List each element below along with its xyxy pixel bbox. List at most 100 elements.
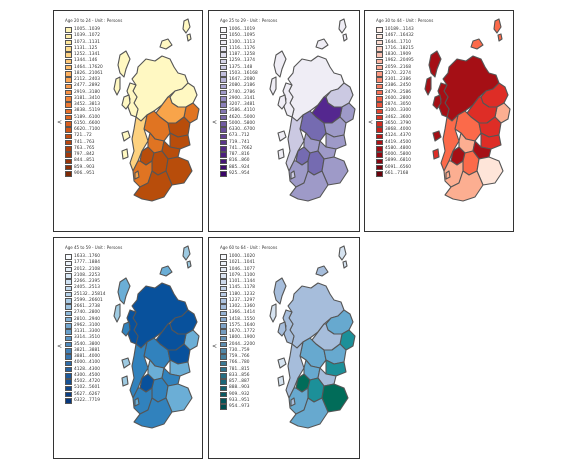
legend-label: 673...712 — [229, 133, 250, 139]
region-uist — [269, 76, 277, 96]
legend-item: 6330...6700 — [220, 127, 258, 133]
legend-item: 1800...1900 — [220, 335, 255, 342]
region-lewis — [117, 50, 131, 78]
legend-item: 2059...2168 — [376, 64, 414, 71]
legend-label: 719...741 — [229, 139, 250, 145]
legend-item: 1716...18215 — [376, 46, 414, 52]
legend-item: 3314...3510 — [65, 335, 105, 342]
legend-swatch — [220, 379, 227, 385]
legend-swatch — [220, 373, 227, 379]
legend-item: 1777...1884 — [65, 260, 105, 267]
legend-label: 906...951 — [74, 170, 95, 176]
legend-item: 1000...1020 — [220, 254, 255, 260]
legend-label: 1021...1041 — [229, 260, 255, 266]
legend-item: 1039...1072 — [65, 33, 103, 40]
legend-label: 1644...1710 — [385, 39, 411, 45]
legend-swatch — [220, 254, 227, 260]
legend-item: 2874...3050 — [376, 102, 414, 108]
legend-label: 3314...3510 — [74, 335, 100, 341]
legend-swatch — [376, 33, 383, 40]
legend-item: 859...903 — [65, 164, 103, 171]
legend-item: 1050...1095 — [220, 33, 258, 40]
legend-item: 3650...3790 — [376, 121, 414, 127]
legend-item: 6150...6600 — [65, 121, 103, 127]
region-mull — [432, 130, 442, 142]
legend-item: 1302...1360 — [220, 304, 255, 310]
legend-item: 2012...2108 — [65, 266, 105, 273]
legend-label: 1647...2080 — [229, 77, 255, 83]
legend-label: 3181...3410 — [74, 95, 100, 101]
region-shetland-a — [493, 18, 502, 34]
legend-label: 1100...1113 — [229, 39, 255, 45]
region-islay — [121, 148, 129, 160]
legend-swatch — [376, 114, 383, 121]
legend-label: 3838...5119 — [74, 108, 100, 114]
legend-label: 816...860 — [229, 158, 250, 164]
legend-item: 10189...1143 — [376, 27, 414, 33]
region-shetland-b — [342, 33, 348, 42]
region-orkney — [315, 38, 329, 50]
legend-label: 4124...4370 — [385, 133, 411, 139]
legend-label: 1800...1900 — [229, 335, 255, 341]
legend-item: 833...856 — [220, 373, 255, 379]
council-areas — [269, 245, 356, 429]
legend-swatch — [220, 329, 227, 335]
legend-swatch — [376, 96, 383, 102]
legend-item: 1826...21061 — [65, 71, 103, 77]
legend-item: 2266...2395 — [65, 279, 105, 285]
legend-label: 1252...1341 — [74, 52, 100, 58]
legend-swatch — [376, 108, 383, 115]
region-shetland-a — [338, 18, 347, 34]
legend-label: 857...887 — [229, 379, 250, 385]
legend-swatch — [376, 71, 383, 77]
legend-item: 1644...1710 — [376, 39, 414, 46]
legend-item: 1366...1414 — [220, 310, 255, 317]
legend-swatch — [65, 279, 72, 285]
legend-swatch — [65, 114, 72, 121]
legend-label: 3131...3300 — [74, 329, 100, 335]
legend-swatch — [220, 366, 227, 373]
legend-item: 5899...6810 — [376, 158, 414, 165]
legend-item: 5000...5800 — [376, 152, 414, 158]
legend-label: 2740...2786 — [229, 89, 255, 95]
legend-label: 3586...4110 — [229, 108, 255, 114]
region-skye — [277, 94, 287, 110]
legend-item: 857...887 — [220, 379, 255, 385]
legend-swatch — [376, 52, 383, 58]
legend-item: 5189...6100 — [65, 114, 103, 121]
legend-item: 3181...3410 — [65, 96, 103, 102]
legend-label: 3100...3300 — [385, 108, 411, 114]
legend-item: 3821...3881 — [65, 348, 105, 354]
legend-label: 5102...5601 — [74, 385, 100, 391]
legend-swatch — [65, 260, 72, 267]
legend-item: 2479...2586 — [376, 89, 414, 96]
legend-item: 1670...1772 — [220, 329, 255, 335]
legend-swatch — [65, 33, 72, 40]
legend-swatch — [220, 64, 227, 71]
legend-item: 6322...7719 — [65, 398, 105, 404]
legend-label: 781...815 — [229, 366, 250, 372]
legend-label: 3881...4000 — [74, 354, 100, 360]
legend-swatch — [220, 341, 227, 348]
legend-label: 763...765 — [74, 145, 95, 151]
legend-label: 1418...1550 — [229, 316, 255, 322]
legend-label: 2044...2200 — [229, 341, 255, 347]
legend-item: 673...712 — [220, 133, 258, 140]
legend-label: 5189...6100 — [74, 114, 100, 120]
legend-item: 759...766 — [220, 354, 255, 360]
legend-title: Age 60 to 64 - Unit : Persons — [220, 245, 278, 250]
legend-label: 1006...1019 — [229, 27, 255, 33]
legend-swatch — [65, 379, 72, 385]
legend-item: 2080...2186 — [220, 83, 258, 90]
legend-label: 925...954 — [229, 170, 250, 176]
legend-item: 2108...2253 — [65, 273, 105, 279]
legend-label: 1101...1144 — [229, 279, 255, 285]
legend-swatch — [65, 304, 72, 310]
north-arrow: < — [368, 119, 374, 126]
legend-label: 1670...1772 — [229, 329, 255, 335]
region-mull — [121, 357, 131, 369]
legend-label: 2266...2395 — [74, 279, 100, 285]
legend-label: 3452...3813 — [74, 102, 100, 108]
legend-swatch — [65, 366, 72, 373]
legend-item: 4419...4500 — [376, 139, 414, 146]
